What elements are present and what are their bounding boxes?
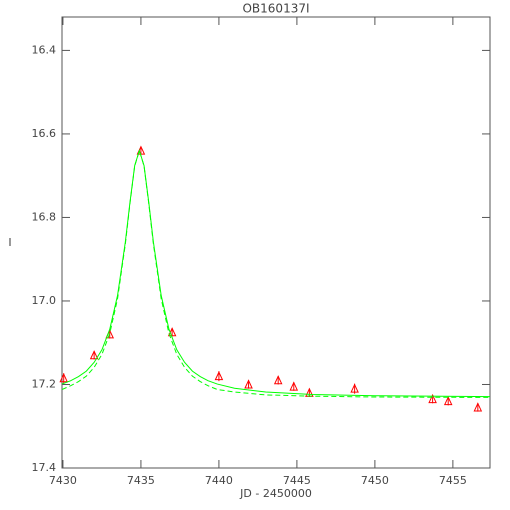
x-tick-label: 7445	[283, 474, 311, 487]
data-point	[443, 396, 453, 406]
y-tick-label: 17.0	[32, 294, 57, 307]
data-point	[273, 375, 283, 385]
x-tick-label: 7440	[205, 474, 233, 487]
x-axis-label: JD - 2450000	[239, 487, 312, 500]
y-tick-label: 17.2	[32, 377, 57, 390]
model-curve	[62, 148, 490, 398]
data-point	[473, 402, 483, 412]
chart-title: OB160137I	[242, 2, 309, 16]
data-point	[428, 393, 437, 404]
y-axis-label: I	[8, 236, 11, 249]
y-tick-label: 17.4	[32, 461, 57, 474]
data-point	[214, 370, 224, 381]
model-curve	[62, 148, 490, 398]
y-tick-label: 16.6	[32, 127, 57, 140]
y-tick-label: 16.8	[32, 210, 57, 223]
x-tick-label: 7430	[49, 474, 77, 487]
x-tick-label: 7450	[361, 474, 389, 487]
data-point	[289, 381, 299, 391]
data-point	[350, 383, 359, 393]
x-tick-label: 7455	[439, 474, 467, 487]
plot-frame	[61, 16, 491, 469]
y-tick-label: 16.4	[32, 43, 57, 56]
data-point	[244, 379, 253, 389]
x-tick-label: 7435	[127, 474, 155, 487]
data-point	[89, 350, 99, 360]
data-point	[59, 373, 69, 383]
